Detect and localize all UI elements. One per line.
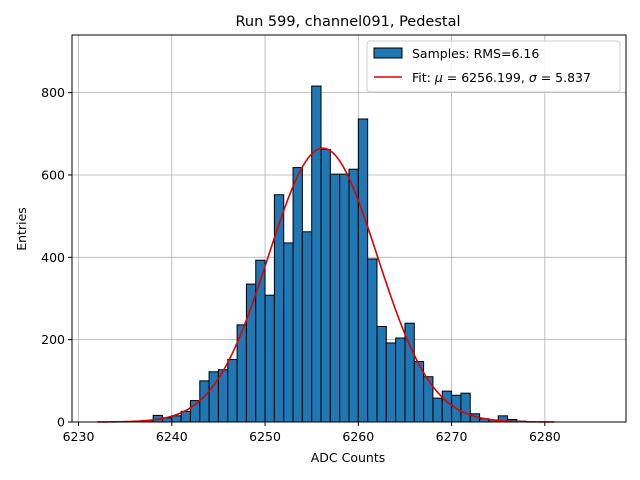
- fit-mu-symbol: μ: [434, 70, 443, 85]
- y-tick-label: 0: [57, 415, 65, 430]
- histogram-bar: [385, 342, 397, 423]
- y-tick-label: 800: [41, 85, 65, 100]
- histogram-bar: [395, 337, 406, 423]
- histogram-bar: [199, 380, 210, 423]
- y-tick-label: 600: [41, 167, 65, 182]
- y-axis-label: Entries: [14, 207, 29, 251]
- fit-mu-value: = 6256.199,: [443, 70, 529, 85]
- histogram-bar: [255, 259, 266, 423]
- x-tick-label: 6280: [529, 429, 561, 444]
- legend-fit-label: Fit: μ = 6256.199, σ = 5.837: [412, 70, 591, 85]
- x-tick-label: 6260: [342, 429, 374, 444]
- histogram-bar: [283, 242, 294, 423]
- histogram-bar: [376, 325, 387, 423]
- legend-box: [366, 40, 621, 93]
- fit-curve-group: [97, 147, 555, 423]
- histogram-bar: [339, 173, 350, 423]
- x-tick-label: 6230: [63, 429, 95, 444]
- histogram-bar: [367, 258, 378, 423]
- histogram-bar: [320, 148, 331, 423]
- fit-sigma-symbol: σ: [529, 70, 538, 85]
- y-tick-label: 200: [41, 332, 65, 347]
- x-tick-label: 6240: [156, 429, 188, 444]
- x-tick-label: 6250: [249, 429, 281, 444]
- fit-curve: [97, 147, 555, 423]
- x-axis-label: ADC Counts: [311, 450, 386, 465]
- histogram-bar: [292, 167, 303, 423]
- histogram-bar: [432, 397, 443, 423]
- y-tick-label: 400: [41, 250, 65, 265]
- plot-frame: [71, 34, 627, 423]
- x-tick-label: 6270: [436, 429, 468, 444]
- histogram-bar: [264, 294, 275, 423]
- histogram-bar: [329, 173, 341, 423]
- fit-label-prefix: Fit:: [412, 70, 435, 85]
- x-axis-ticks: 6230 6240 6250 6260 6270 6280: [63, 422, 561, 444]
- histogram-bar: [245, 283, 257, 423]
- legend-hist-label: Samples: RMS=6.16: [412, 46, 539, 61]
- histogram-bar: [273, 194, 285, 423]
- histogram-bar: [348, 168, 359, 423]
- histogram-bar: [227, 358, 238, 423]
- histogram-bar: [460, 392, 471, 423]
- histogram-bar: [441, 390, 453, 423]
- fit-sigma-value: = 5.837: [537, 70, 591, 85]
- histogram-bar: [311, 85, 322, 423]
- legend-hist-swatch: [373, 47, 403, 59]
- legend: Samples: RMS=6.16 Fit: μ = 6256.199, σ =…: [366, 40, 621, 93]
- histogram-bar: [357, 118, 369, 423]
- chart-title: Run 599, channel091, Pedestal: [235, 14, 460, 30]
- y-axis-ticks: 0 200 400 600 800: [41, 85, 72, 430]
- histogram-bar: [301, 231, 313, 423]
- histogram-bar: [171, 415, 182, 423]
